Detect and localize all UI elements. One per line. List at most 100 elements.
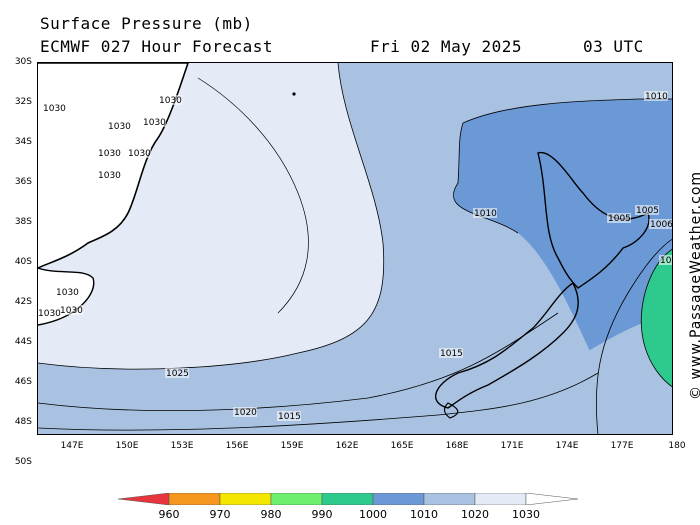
isobar-label: 1030: [128, 149, 151, 159]
isobar-1005: [595, 238, 672, 434]
lon-tick-label: 168E: [445, 441, 469, 451]
isobar-label-bg: [158, 95, 182, 105]
isobar-label: 1005: [608, 214, 631, 224]
scale-swatch: [321, 493, 374, 505]
lat-tick-label: 40S: [14, 257, 32, 267]
isobar-label-bg: [42, 103, 66, 113]
isobar-label-bg: [473, 208, 497, 218]
isobar-1010-top: [462, 98, 672, 124]
isobar-label-bg: [55, 287, 79, 297]
isobar-label: 1030: [43, 104, 66, 114]
scale-value-label: 1010: [410, 508, 438, 521]
isobar-label-bg: [607, 213, 631, 223]
isobar-label: 1005: [636, 206, 659, 216]
lon-tick-label: 174E: [555, 441, 579, 451]
isobar-label: 1000: [660, 256, 673, 266]
lon-tick-label: 177E: [610, 441, 634, 451]
lat-tick-label: 46S: [14, 377, 32, 387]
isobar-label: 1030: [98, 149, 121, 159]
scale-value-label: 990: [311, 508, 333, 521]
credit-watermark: © www.PassageWeather.com: [688, 170, 700, 400]
tasmania-coastline: [38, 267, 95, 326]
isobar-label: 1006: [650, 220, 673, 230]
scale-low-arrow: [118, 493, 170, 505]
forecast-time: 03 UTC: [583, 37, 644, 56]
isobar-label: 1015: [440, 349, 463, 359]
isobar-1015: [38, 372, 599, 431]
isobar-label: 1030: [159, 96, 182, 106]
lord-howe-island: [292, 92, 296, 96]
lat-tick-label: 44S: [14, 337, 32, 347]
lon-tick-label: 150E: [115, 441, 139, 451]
isobar-label-bg: [165, 368, 189, 378]
lat-tick-label: 48S: [14, 417, 32, 427]
scale-value-label: 970: [209, 508, 231, 521]
isobar-label: 1010: [645, 92, 668, 102]
pressure-color-scale: [118, 493, 579, 505]
isobar-label: 1010: [474, 209, 497, 219]
isobar-label: 1025: [166, 369, 189, 379]
isobar-1025: [38, 63, 385, 370]
isobar-label: 1030: [60, 306, 83, 316]
scale-swatch: [423, 493, 476, 505]
isobar-label-bg: [277, 411, 301, 421]
isobar-1020: [38, 312, 559, 412]
map-title: Surface Pressure (mb): [40, 14, 253, 33]
lat-tick-label: 32S: [14, 97, 32, 107]
lon-tick-label: 165E: [390, 441, 414, 451]
isobar-label-bg: [97, 148, 121, 158]
isobar-1000: [640, 248, 672, 388]
zone-below-1000: [641, 249, 672, 387]
scale-swatch: [168, 493, 221, 505]
isobar-label-bg: [644, 91, 668, 101]
isobar-label: 1030: [108, 122, 131, 132]
model-run-label: ECMWF 027 Hour Forecast: [40, 37, 274, 56]
lon-tick-label: 156E: [225, 441, 249, 451]
scale-value-label: 1030: [512, 508, 540, 521]
forecast-date: Fri 02 May 2025: [370, 37, 522, 56]
scale-value-label: 1000: [359, 508, 387, 521]
lon-tick-label: 159E: [280, 441, 304, 451]
isobar-label-bg: [107, 121, 131, 131]
isobar-1010-mid: [453, 122, 519, 234]
isobar-label: 1030: [98, 171, 121, 181]
isobar-label: 1030: [143, 118, 166, 128]
isobar-label-bg: [233, 407, 257, 417]
isobar-label-bg: [59, 305, 83, 315]
scale-swatch: [219, 493, 272, 505]
isobar-label-bg: [649, 219, 672, 229]
isobar-label: 1015: [278, 412, 301, 422]
scale-value-label: 960: [158, 508, 180, 521]
scale-value-label: 980: [260, 508, 282, 521]
isobar-label-bg: [38, 308, 61, 318]
lon-tick-label: 147E: [60, 441, 84, 451]
lat-tick-label: 36S: [14, 177, 32, 187]
lat-tick-label: 38S: [14, 217, 32, 227]
isobar-label-bg: [439, 348, 463, 358]
north-island-coastline: [537, 152, 650, 289]
scale-swatch: [474, 493, 527, 505]
lat-tick-label: 30S: [14, 57, 32, 67]
isobar-label-bg: [635, 205, 659, 215]
isobar-label-bg: [127, 148, 151, 158]
isobar-label: 1020: [234, 408, 257, 418]
zone-1015-south: [38, 313, 672, 434]
lon-tick-label: 180: [668, 441, 686, 451]
scale-swatch: [270, 493, 323, 505]
isobar-1030: [197, 77, 309, 314]
lat-tick-label: 50S: [14, 457, 32, 467]
isobar-label-bg: [659, 255, 672, 265]
isobar-label: 1030: [38, 309, 61, 319]
scale-swatch: [372, 493, 425, 505]
lon-tick-label: 162E: [335, 441, 359, 451]
isobar-label: 1030: [56, 288, 79, 298]
australia-land-coast: [38, 63, 188, 268]
lon-tick-label: 171E: [500, 441, 524, 451]
scale-high-arrow: [525, 493, 579, 505]
south-island-coastline: [435, 281, 579, 409]
australia-coastline: [38, 63, 189, 269]
isobar-label-bg: [142, 117, 166, 127]
lat-tick-label: 34S: [14, 137, 32, 147]
lat-tick-label: 42S: [14, 297, 32, 307]
